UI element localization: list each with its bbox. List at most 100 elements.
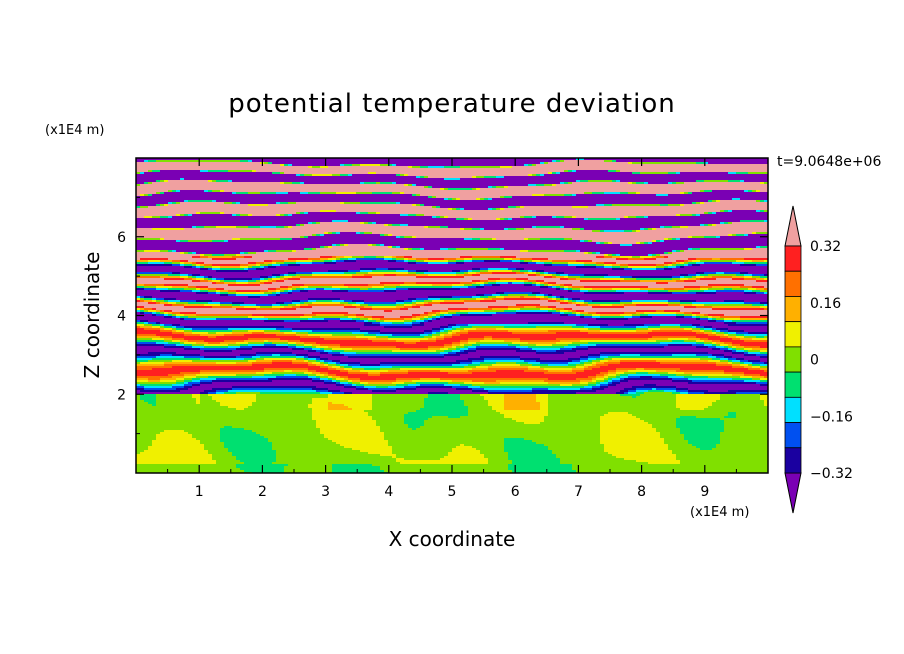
field-cell — [688, 262, 697, 265]
field-cell — [152, 308, 157, 311]
field-cell — [468, 218, 473, 221]
field-cell — [316, 364, 325, 367]
field-cell — [260, 284, 293, 287]
field-cell — [524, 206, 573, 209]
field-cell — [604, 266, 613, 269]
field-cell — [332, 334, 365, 337]
field-cell — [352, 256, 365, 259]
field-cell — [364, 324, 381, 327]
field-cell — [224, 254, 237, 257]
field-cell — [200, 394, 209, 397]
field-cell — [692, 374, 733, 377]
field-cell — [392, 310, 433, 313]
field-cell — [660, 324, 681, 327]
field-cell — [356, 386, 365, 389]
field-cell — [324, 232, 329, 235]
field-cell — [136, 402, 149, 405]
field-cell — [588, 354, 601, 357]
field-cell — [704, 342, 713, 345]
field-cell — [572, 342, 589, 345]
field-cell — [408, 372, 449, 375]
field-cell — [728, 332, 737, 335]
field-cell — [664, 268, 673, 271]
field-cell — [184, 330, 193, 333]
field-cell — [596, 374, 605, 377]
field-cell — [736, 172, 749, 175]
field-cell — [488, 392, 577, 395]
field-cell — [456, 248, 489, 251]
field-cell — [716, 200, 721, 203]
field-cell — [136, 266, 185, 269]
field-cell — [408, 224, 701, 227]
field-cell — [260, 278, 265, 281]
field-cell — [444, 258, 457, 261]
field-cell — [400, 462, 489, 465]
field-cell — [408, 260, 417, 263]
field-cell — [208, 170, 229, 173]
field-cell — [324, 380, 333, 383]
field-cell — [676, 262, 681, 265]
field-cell — [224, 334, 245, 337]
field-cell — [380, 468, 509, 471]
field-cell — [352, 384, 357, 387]
field-cell — [596, 380, 605, 383]
field-cell — [736, 322, 768, 325]
field-cell — [624, 458, 677, 461]
chart-title: potential temperature deviation — [228, 89, 675, 119]
field-cell — [260, 434, 325, 437]
field-cell — [328, 378, 333, 381]
field-cell — [156, 356, 185, 359]
field-cell — [380, 182, 393, 185]
field-cell — [168, 190, 173, 193]
field-cell — [552, 276, 557, 279]
field-cell — [528, 280, 537, 283]
field-cell — [764, 362, 768, 365]
field-cell — [404, 322, 413, 325]
field-cell — [560, 462, 649, 465]
field-cell — [424, 312, 429, 315]
field-cell — [284, 370, 293, 373]
field-cell — [480, 270, 489, 273]
field-cell — [304, 302, 313, 305]
field-cell — [168, 312, 173, 315]
field-cell — [400, 246, 757, 249]
field-cell — [180, 276, 189, 279]
field-cell — [556, 298, 561, 301]
field-cell — [480, 274, 529, 277]
field-cell — [504, 258, 513, 261]
field-cell — [604, 446, 669, 449]
field-cell — [440, 318, 597, 321]
field-cell — [468, 332, 513, 335]
field-cell — [708, 406, 768, 409]
field-cell — [700, 190, 705, 193]
field-cell — [444, 356, 481, 359]
field-cell — [396, 274, 417, 277]
field-cell — [764, 336, 768, 339]
field-cell — [628, 380, 673, 383]
field-cell — [340, 344, 445, 347]
field-cell — [592, 380, 597, 383]
field-cell — [392, 224, 401, 227]
field-cell — [544, 162, 549, 165]
field-cell — [600, 426, 653, 429]
field-cell — [428, 186, 433, 189]
field-cell — [632, 276, 673, 279]
field-cell — [708, 318, 713, 321]
field-cell — [584, 326, 601, 329]
field-cell — [660, 436, 685, 439]
field-cell — [444, 384, 461, 387]
field-cell — [228, 406, 249, 409]
field-cell — [464, 260, 473, 263]
field-cell — [620, 354, 641, 357]
field-cell — [288, 164, 293, 167]
field-cell — [508, 218, 513, 221]
field-cell — [600, 242, 605, 245]
field-cell — [568, 182, 573, 185]
field-cell — [136, 396, 141, 399]
field-cell — [684, 260, 689, 263]
field-cell — [292, 250, 297, 253]
field-cell — [236, 280, 249, 283]
field-cell — [612, 304, 625, 307]
field-cell — [740, 344, 768, 347]
field-cell — [760, 396, 768, 399]
